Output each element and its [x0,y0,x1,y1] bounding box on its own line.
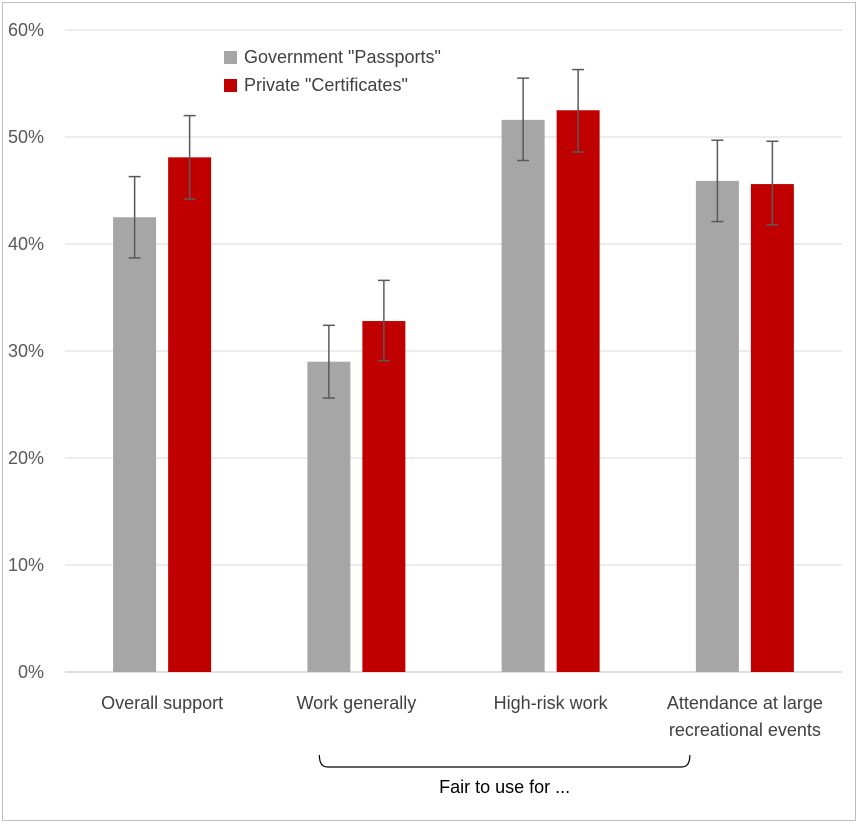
legend-entry-label: Government "Passports" [244,47,441,67]
y-tick-label: 40% [8,234,44,254]
category-bracket-annotation: Fair to use for ... [318,754,691,797]
bar-government-passports [695,180,739,672]
y-axis-tick-labels: 0% 10% 20% 30% 40% 50% 60% [8,20,44,682]
bar-government-passports [307,361,351,672]
legend-swatch [224,79,237,92]
x-axis-category-labels: Overall support Work generally High-risk w… [101,693,823,740]
error-bar [711,139,724,223]
y-tick-label: 30% [8,341,44,361]
error-bar [377,279,390,362]
error-bar [128,175,141,259]
error-bar [766,140,779,226]
y-tick-label: 0% [18,662,44,682]
error-bar [517,77,530,162]
bar-private-certificates [556,110,600,672]
legend-entry-label: Private "Certificates" [244,75,408,95]
bar-government-passports [113,217,157,672]
error-bar [183,114,196,200]
x-category-label: Overall support [101,693,223,713]
bars [113,110,794,672]
y-tick-label: 60% [8,20,44,40]
x-category-label: High-risk work [494,693,609,713]
bar-private-certificates [168,157,212,672]
bar-private-certificates [362,321,406,672]
y-tick-label: 10% [8,555,44,575]
error-bars [128,68,779,399]
bar-government-passports [501,119,545,672]
x-category-label: Attendance at large recreational events [667,693,823,740]
x-category-label: Work generally [297,693,417,713]
y-tick-label: 20% [8,448,44,468]
legend-swatch [224,51,237,64]
bracket-label: Fair to use for ... [439,777,570,797]
y-tick-label: 50% [8,127,44,147]
legend: Government "Passports" Private "Certifica… [224,47,441,95]
error-bar [572,68,585,153]
error-bar [322,324,335,399]
bracket-line [318,754,691,768]
bar-private-certificates [750,184,794,672]
